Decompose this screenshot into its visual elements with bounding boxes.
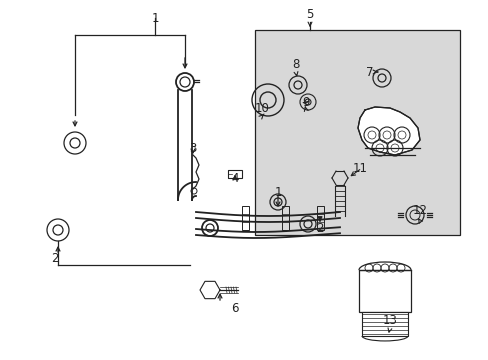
Bar <box>282 206 288 230</box>
Text: 7: 7 <box>366 66 373 78</box>
Bar <box>358 270 410 312</box>
Bar <box>242 206 248 230</box>
Text: 2: 2 <box>51 252 59 265</box>
Bar <box>227 170 242 178</box>
Text: 11: 11 <box>352 162 367 175</box>
Bar <box>361 312 407 336</box>
Text: 10: 10 <box>254 102 269 114</box>
Text: 6: 6 <box>231 302 238 315</box>
Text: 12: 12 <box>412 203 427 216</box>
Bar <box>254 30 459 235</box>
Bar <box>316 206 324 230</box>
Text: 4: 4 <box>231 171 238 184</box>
Text: 1: 1 <box>151 12 159 24</box>
Text: 13: 13 <box>382 314 397 327</box>
Text: 9: 9 <box>302 95 309 108</box>
Text: 8: 8 <box>292 58 299 71</box>
Polygon shape <box>357 107 419 155</box>
Text: 1: 1 <box>274 185 281 198</box>
Text: 5: 5 <box>305 8 313 21</box>
Text: 2: 2 <box>316 221 323 234</box>
Text: 3: 3 <box>189 141 196 154</box>
